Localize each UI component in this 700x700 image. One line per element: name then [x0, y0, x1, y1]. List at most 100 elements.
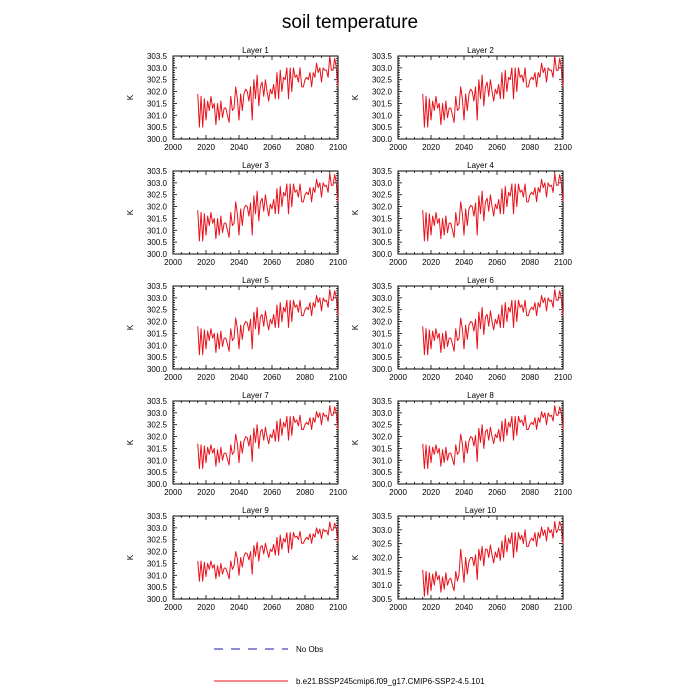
legend: No Obs b.e21.BSSP245cmip6.f09_g17.CMIP6-…	[214, 645, 485, 686]
y-tick-label: 301.5	[372, 567, 393, 576]
y-axis-label: K	[351, 209, 360, 215]
y-tick-label: 303.0	[147, 64, 168, 73]
y-tick-label: 301.0	[147, 571, 168, 580]
y-tick-label: 300.0	[147, 250, 168, 259]
series-line	[422, 172, 564, 242]
y-tick-label: 300.0	[372, 480, 393, 489]
x-tick-label: 2080	[296, 373, 314, 382]
y-tick-label: 301.0	[372, 581, 393, 590]
x-tick-label: 2040	[455, 488, 473, 497]
y-tick-label: 300.5	[372, 595, 393, 604]
x-tick-label: 2060	[263, 143, 281, 152]
y-tick-label: 301.0	[372, 341, 393, 350]
panel-layer-10: Layer 10 K 2000 2020 2040 2060 2080 2100 300.5 30…	[351, 506, 572, 612]
y-tick-label: 303.5	[372, 512, 393, 521]
y-axis-label: K	[126, 324, 135, 330]
series-line	[422, 55, 564, 128]
panel-layer-6: Layer 6 K 2000 2020 2040 2060 2080 2100 300.0 300…	[351, 276, 572, 382]
x-tick-label: 2060	[263, 258, 281, 267]
series-line	[422, 521, 564, 597]
x-tick-label: 2060	[488, 258, 506, 267]
x-tick-label: 2100	[554, 143, 572, 152]
y-tick-label: 301.5	[147, 444, 168, 453]
x-tick-label: 2000	[164, 143, 182, 152]
y-tick-label: 303.0	[147, 179, 168, 188]
x-tick-label: 2020	[422, 373, 440, 382]
x-tick-label: 2100	[554, 373, 572, 382]
x-tick-label: 2000	[164, 373, 182, 382]
y-tick-label: 300.5	[147, 123, 168, 132]
x-tick-label: 2040	[230, 143, 248, 152]
x-tick-label: 2100	[329, 603, 347, 612]
y-tick-label: 303.5	[372, 397, 393, 406]
panel-title: Layer 6	[467, 276, 494, 285]
y-tick-label: 300.0	[147, 595, 168, 604]
x-tick-label: 2020	[197, 603, 215, 612]
y-axis-label: K	[351, 94, 360, 100]
y-tick-label: 303.0	[147, 524, 168, 533]
x-tick-label: 2020	[197, 143, 215, 152]
y-tick-label: 301.0	[372, 226, 393, 235]
x-tick-label: 2000	[389, 258, 407, 267]
series-line	[197, 289, 339, 356]
y-tick-label: 300.5	[147, 353, 168, 362]
y-tick-label: 303.5	[147, 397, 168, 406]
x-tick-label: 2020	[422, 258, 440, 267]
x-tick-label: 2060	[263, 488, 281, 497]
x-tick-label: 2000	[164, 258, 182, 267]
y-tick-label: 302.5	[372, 421, 393, 430]
panel-title: Layer 8	[467, 391, 494, 400]
panel-title: Layer 3	[242, 161, 269, 170]
panel-layer-3: Layer 3 K 2000 2020 2040 2060 2080 2100 300.0 300…	[126, 161, 347, 267]
panel-title: Layer 1	[242, 46, 269, 55]
x-tick-label: 2040	[230, 258, 248, 267]
figure-title: soil temperature	[282, 12, 418, 33]
x-tick-label: 2080	[296, 488, 314, 497]
y-tick-label: 300.5	[372, 353, 393, 362]
x-tick-label: 2100	[329, 488, 347, 497]
x-tick-label: 2100	[554, 488, 572, 497]
series-line	[422, 289, 564, 356]
series-line	[197, 172, 339, 242]
y-tick-label: 301.0	[147, 456, 168, 465]
panel-title: Layer 9	[242, 506, 269, 515]
y-tick-label: 301.0	[147, 226, 168, 235]
y-tick-label: 300.0	[372, 250, 393, 259]
y-tick-label: 301.0	[147, 111, 168, 120]
y-tick-label: 302.0	[147, 88, 168, 97]
x-tick-label: 2000	[389, 603, 407, 612]
x-tick-label: 2080	[296, 143, 314, 152]
y-tick-label: 303.0	[372, 294, 393, 303]
y-tick-label: 300.0	[147, 135, 168, 144]
y-tick-label: 303.5	[147, 512, 168, 521]
y-tick-label: 300.5	[147, 468, 168, 477]
x-tick-label: 2100	[329, 143, 347, 152]
x-tick-label: 2060	[488, 143, 506, 152]
y-tick-label: 303.5	[147, 282, 168, 291]
y-tick-label: 300.0	[372, 135, 393, 144]
x-tick-label: 2000	[164, 603, 182, 612]
x-tick-label: 2020	[422, 143, 440, 152]
x-tick-label: 2020	[422, 488, 440, 497]
x-tick-label: 2040	[230, 488, 248, 497]
y-tick-label: 303.0	[372, 409, 393, 418]
y-tick-label: 300.5	[372, 238, 393, 247]
series-line	[422, 405, 564, 470]
panel-layer-2: Layer 2 K 2000 2020 2040 2060 2080 2100 300.0 300…	[351, 46, 572, 152]
y-tick-label: 302.0	[372, 203, 393, 212]
y-tick-label: 300.5	[372, 468, 393, 477]
x-tick-label: 2080	[521, 143, 539, 152]
legend-model-label: b.e21.BSSP245cmip6.f09_g17.CMIP6-SSP2-4.…	[296, 677, 485, 686]
x-tick-label: 2000	[164, 488, 182, 497]
y-axis-label: K	[126, 209, 135, 215]
y-tick-label: 303.0	[372, 526, 393, 535]
y-tick-label: 301.5	[147, 559, 168, 568]
plot-frame	[172, 515, 339, 600]
x-tick-label: 2080	[296, 258, 314, 267]
y-tick-label: 301.5	[147, 99, 168, 108]
y-axis-label: K	[126, 439, 135, 445]
series-line	[197, 55, 339, 128]
x-tick-label: 2080	[521, 258, 539, 267]
y-tick-label: 300.0	[372, 365, 393, 374]
y-tick-label: 300.5	[147, 238, 168, 247]
